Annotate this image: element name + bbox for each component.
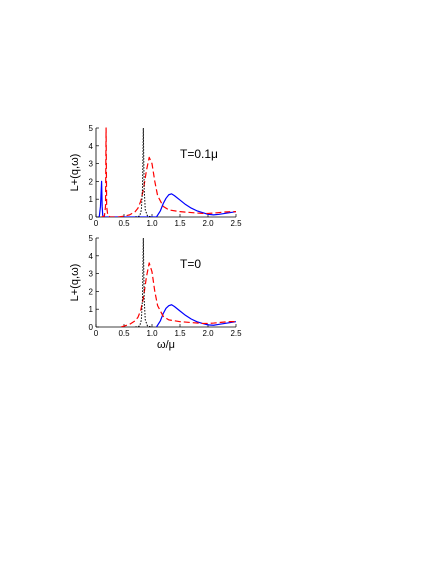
y-tick-label: 0 [89, 323, 94, 332]
y-tick-label: 2 [89, 177, 94, 186]
series-line-1-dashed [101, 127, 236, 217]
temperature-annotation: T=0.1μ [180, 147, 218, 161]
series-line-0-solid [155, 304, 236, 327]
x-tick-label: 0.5 [118, 219, 130, 228]
x-tick-label: 0.5 [118, 329, 130, 338]
x-tick-label: 2.5 [230, 329, 242, 338]
x-tick-label: 1.0 [146, 329, 158, 338]
panel-top: 0 1 2 3 4 5 0 0.5 1.0 1.5 2.0 2.5 L+(q,ω) T=0.1μ [69, 124, 242, 228]
x-tick-label: 2.0 [202, 329, 214, 338]
y-tick-label: 1 [89, 195, 94, 204]
y-axis-label: L+(q,ω) [69, 154, 81, 192]
y-tick-label: 2 [89, 287, 94, 296]
x-tick-label: 1.5 [174, 219, 186, 228]
y-tick-label: 1 [89, 305, 94, 314]
x-tick-label: 2.5 [230, 219, 242, 228]
y-tick-label: 4 [89, 142, 94, 151]
y-tick-label: 3 [89, 160, 94, 169]
x-tick-label: 1.5 [174, 329, 186, 338]
y-tick-label: 3 [89, 270, 94, 279]
series-line-2-dotted [135, 127, 153, 217]
y-tick-label: 5 [89, 234, 94, 243]
y-axis-label: L+(q,ω) [69, 264, 81, 302]
temperature-annotation: T=0 [180, 257, 201, 271]
series-line-0-solid [98, 180, 236, 217]
x-tick-label: 0 [94, 219, 99, 228]
y-tick-label: 4 [89, 252, 94, 261]
x-tick-label: 2.0 [202, 219, 214, 228]
x-axis-label: ω/μ [157, 339, 175, 351]
series-line-2-dotted [135, 237, 153, 327]
x-tick-label: 0 [94, 329, 99, 338]
series-line-1-dashed [121, 262, 236, 327]
y-tick-label: 0 [89, 213, 94, 222]
x-tick-label: 1.0 [146, 219, 158, 228]
y-tick-label: 5 [89, 124, 94, 133]
panel-bottom: 0 1 2 3 4 5 0 0.5 1.0 1.5 2.0 2.5 L+(q,ω) T=0 ω/μ [69, 234, 242, 351]
